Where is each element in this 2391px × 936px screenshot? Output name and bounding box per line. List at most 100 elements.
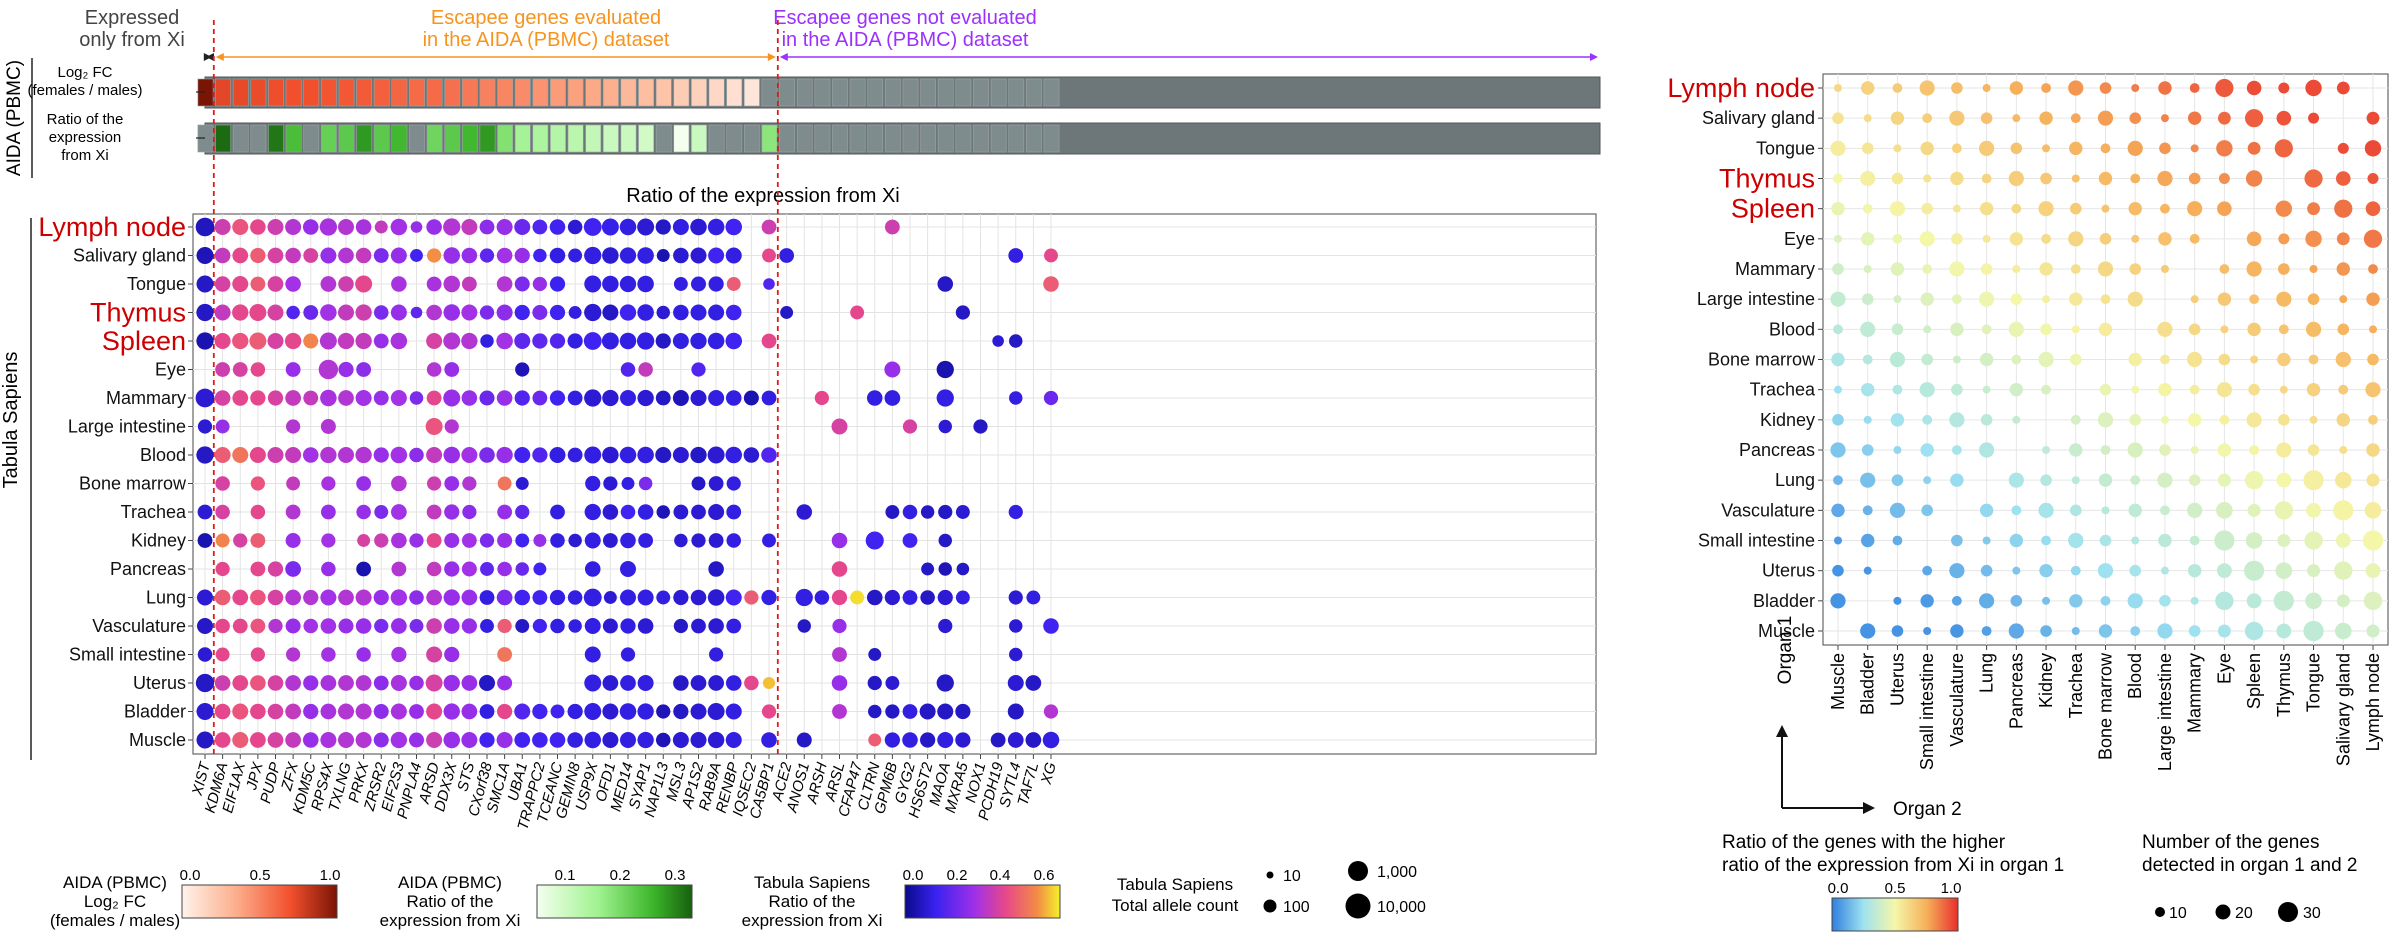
- dot-PUDP-Mammary: [267, 390, 284, 406]
- evaluated-group-label-2: in the AIDA (PBMC) dataset: [423, 29, 670, 51]
- matrix-dot-Salivary gland-Large intestine: [2160, 114, 2169, 123]
- matrix-dot-Thymus-Bone marrow: [2098, 171, 2113, 186]
- matrix-dot-Small intestine-Trachea: [2068, 532, 2084, 549]
- matrix-dot-Lung-Kidney: [2040, 474, 2052, 486]
- matrix-dot-Kidney-Vasculature: [1949, 412, 1965, 428]
- dot-KDM6A-Vasculature: [215, 618, 230, 634]
- dot-MED14-Lung: [620, 589, 636, 606]
- dot-TRAPPC2-Blood: [532, 447, 548, 463]
- dot-KDM5C-Salivary gland: [303, 248, 319, 263]
- dot-DDX3X-Bladder: [443, 703, 460, 720]
- matrix-xlabel-Small intestine: Small intestine: [1917, 653, 1937, 770]
- matrix-xlabel-Bladder: Bladder: [1858, 653, 1878, 715]
- matrix-dot-Lymph node-Bone marrow: [2099, 82, 2112, 94]
- matrix-dot-Large intestine-Pancreas: [2010, 293, 2023, 305]
- matrix-dot-Lymph node-Muscle: [1834, 84, 1842, 92]
- dot-CA5BP1-Mammary: [761, 390, 777, 406]
- matrix-dot-Salivary gland-Muscle: [1832, 112, 1844, 124]
- matrix-dot-Large intestine-Kidney: [2042, 295, 2051, 304]
- logfc-cell-CA5BP1: [761, 78, 778, 107]
- dot-ARSD-Muscle: [426, 732, 443, 748]
- dot-ARSD-Bladder: [426, 703, 443, 720]
- legend-ts-ratio-title-2: Ratio of the: [769, 892, 856, 911]
- matrix-dot-Tongue-Salivary gland: [2337, 142, 2349, 154]
- matrix-xlabel-Lung: Lung: [1977, 653, 1997, 693]
- matrix-dot-Small intestine-Spleen: [2245, 532, 2263, 549]
- dot-ZFX-Pancreas: [285, 561, 301, 577]
- matrix-dot-Lung-Blood: [2130, 475, 2141, 486]
- dot-UBA1-Mammary: [514, 390, 530, 406]
- matrix-dot-Bone marrow-Lung: [1979, 352, 1994, 367]
- dot-USP9X-Spleen: [583, 332, 602, 350]
- arrow-not-evaluated-head-left: [779, 53, 788, 61]
- dot-MSL3-Trachea: [673, 504, 689, 520]
- matrix-dot-Bladder-Blood: [2127, 593, 2143, 609]
- logfc-cell-JPX: [250, 78, 267, 107]
- ratio-cell-ARSD: [426, 124, 443, 153]
- dot-XIST-Tongue: [196, 275, 214, 293]
- matrix-xlabel-Muscle: Muscle: [1828, 653, 1848, 710]
- matrix-dot-Lung-Spleen: [2244, 470, 2264, 490]
- dot-RAB9A-Vasculature: [708, 618, 724, 634]
- dot-JPX-Small intestine: [250, 647, 265, 662]
- dot-UBA1-Lymph node: [514, 219, 531, 235]
- dot-KDM6A-Trachea: [215, 504, 230, 520]
- dot-AP1S2-Muscle: [690, 732, 707, 748]
- matrix-dot-Eye-Bladder: [1861, 232, 1875, 246]
- dot-ARSD-Bone marrow: [427, 476, 442, 491]
- dot-EIF2S3-Vasculature: [391, 618, 407, 634]
- dot-OFD1-Blood: [602, 446, 619, 464]
- ratio-cell-GPM6B: [884, 124, 901, 153]
- matrix-dot-Lymph node-Large intestine: [2158, 81, 2172, 95]
- dot-JPX-Pancreas: [250, 561, 266, 577]
- dot-MED14-Salivary gland: [619, 247, 637, 264]
- matrix-ylabel-Salivary gland: Salivary gland: [1702, 108, 1815, 128]
- dot-AP1S2-Thymus: [690, 304, 707, 321]
- matrix-dot-Blood-Lymph node: [2369, 325, 2377, 334]
- dot-EIF2S3-Bone marrow: [391, 475, 407, 492]
- dot-ZRSR2-Blood: [373, 447, 389, 463]
- dot-PNPLA4-Muscle: [409, 732, 424, 748]
- dot-SMC1A-Salivary gland: [496, 247, 513, 264]
- matrix-dot-Salivary gland-Eye: [2217, 111, 2231, 125]
- dotplot-ylabel-Lymph node: Lymph node: [38, 212, 186, 242]
- dot-EIF2S3-Bladder: [390, 703, 407, 720]
- dot-OFD1-Salivary gland: [602, 247, 619, 264]
- matrix-dot-Bone marrow-Uterus: [1889, 351, 1906, 368]
- dot-NAP1L3-Spleen: [655, 333, 671, 349]
- ratio-row-label-2: expression: [49, 129, 122, 146]
- dot-SYAP1-Mammary: [637, 389, 654, 407]
- matrix-dot-Bladder-Kidney: [2042, 596, 2051, 605]
- matrix-dot-Trachea-Kidney: [2041, 384, 2051, 395]
- dot-AP1S2-Salivary gland: [690, 247, 707, 264]
- dot-JPX-Thymus: [249, 304, 267, 321]
- ratio-cell-NAP1L3: [655, 124, 672, 153]
- matrix-dot-Small intestine-Kidney: [2041, 535, 2051, 546]
- dot-TRAPPC2-Tongue: [532, 276, 547, 292]
- matrix-dot-Pancreas-Thymus: [2276, 442, 2292, 458]
- dot-SMC1A-Muscle: [496, 732, 513, 748]
- matrix-dot-Blood-Large intestine: [2157, 321, 2173, 337]
- dot-PNPLA4-Bladder: [409, 704, 424, 719]
- matrix-ylabel-Thymus: Thymus: [1719, 164, 1815, 194]
- dot-XIST-Mammary: [195, 388, 215, 408]
- matrix-dot-Large intestine-Lung: [1979, 291, 1995, 307]
- logfc-cell-PCDH19: [990, 78, 1007, 107]
- dot-TRAPPC2-Bladder: [532, 703, 548, 720]
- dot-AP1S2-Mammary: [690, 390, 707, 406]
- matrix-dot-Lung-Small intestine: [1923, 476, 1932, 485]
- dot-RPS4X-Uterus: [320, 675, 337, 691]
- dot-GYG2-Large intestine: [902, 419, 918, 434]
- matrix-dot-Tongue-Small intestine: [1920, 141, 1934, 156]
- dot-RPS4X-Pancreas: [321, 561, 336, 577]
- matrix-dot-Spleen-Salivary gland: [2334, 199, 2353, 218]
- dot-SYAP1-Bladder: [637, 703, 654, 720]
- matrix-dot-Spleen-Small intestine: [1921, 202, 1933, 215]
- dot-GEMIN8-Spleen: [567, 333, 583, 349]
- logfc-cell-EIF2S3: [391, 78, 408, 107]
- matrix-dot-Spleen-Tongue: [2307, 202, 2320, 216]
- dot-ARSD-Uterus: [425, 674, 443, 692]
- dot-MSL3-Vasculature: [673, 618, 688, 634]
- dot-ARSD-Trachea: [426, 504, 442, 520]
- ratio-row-label-3: from Xi: [61, 147, 109, 164]
